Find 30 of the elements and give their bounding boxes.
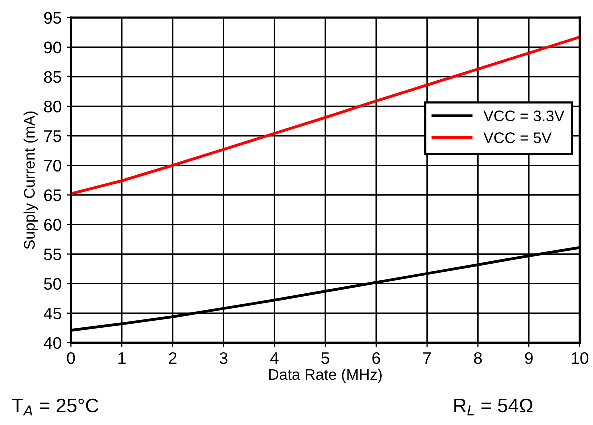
y-tick-label: 85 <box>44 71 62 84</box>
x-tick-label: 0 <box>67 352 76 364</box>
y-tick-label: 40 <box>44 337 62 350</box>
legend-label: VCC = 5V <box>484 132 552 144</box>
x-tick-label: 5 <box>322 352 330 364</box>
x-tick-label: 10 <box>572 352 589 364</box>
text: T$_{A}$ = 25°C <box>12 398 99 416</box>
y-tick-label: 95 <box>44 12 62 24</box>
y-axis-title: Supply Current (mA) <box>24 112 38 250</box>
x-tick-label: 3 <box>220 352 228 364</box>
x-tick-label: 6 <box>372 352 380 364</box>
y-tick-label: 75 <box>44 130 62 142</box>
y-tick-label: 50 <box>44 278 62 290</box>
y-tick-label: 80 <box>44 100 62 113</box>
y-tick-label: 70 <box>44 160 62 172</box>
x-axis-title: Data Rate (MHz) <box>270 368 382 384</box>
x-tick-label: 8 <box>474 352 482 364</box>
y-tick-label: 90 <box>44 42 62 54</box>
text: R$_{L}$ = 54Ω <box>454 398 533 416</box>
x-tick-label: 2 <box>169 352 177 364</box>
y-tick-label: 65 <box>44 190 62 202</box>
legend-label: VCC = 3.3V <box>484 110 565 122</box>
y-tick-label: 60 <box>44 219 62 231</box>
y-tick-label: 55 <box>44 248 62 261</box>
x-tick-label: 1 <box>118 352 126 364</box>
y-tick-label: 45 <box>44 308 62 320</box>
line-series <box>71 36 580 196</box>
x-tick-label: 9 <box>525 352 533 364</box>
x-tick-label: 4 <box>270 352 279 364</box>
x-tick-label: 7 <box>424 352 432 364</box>
